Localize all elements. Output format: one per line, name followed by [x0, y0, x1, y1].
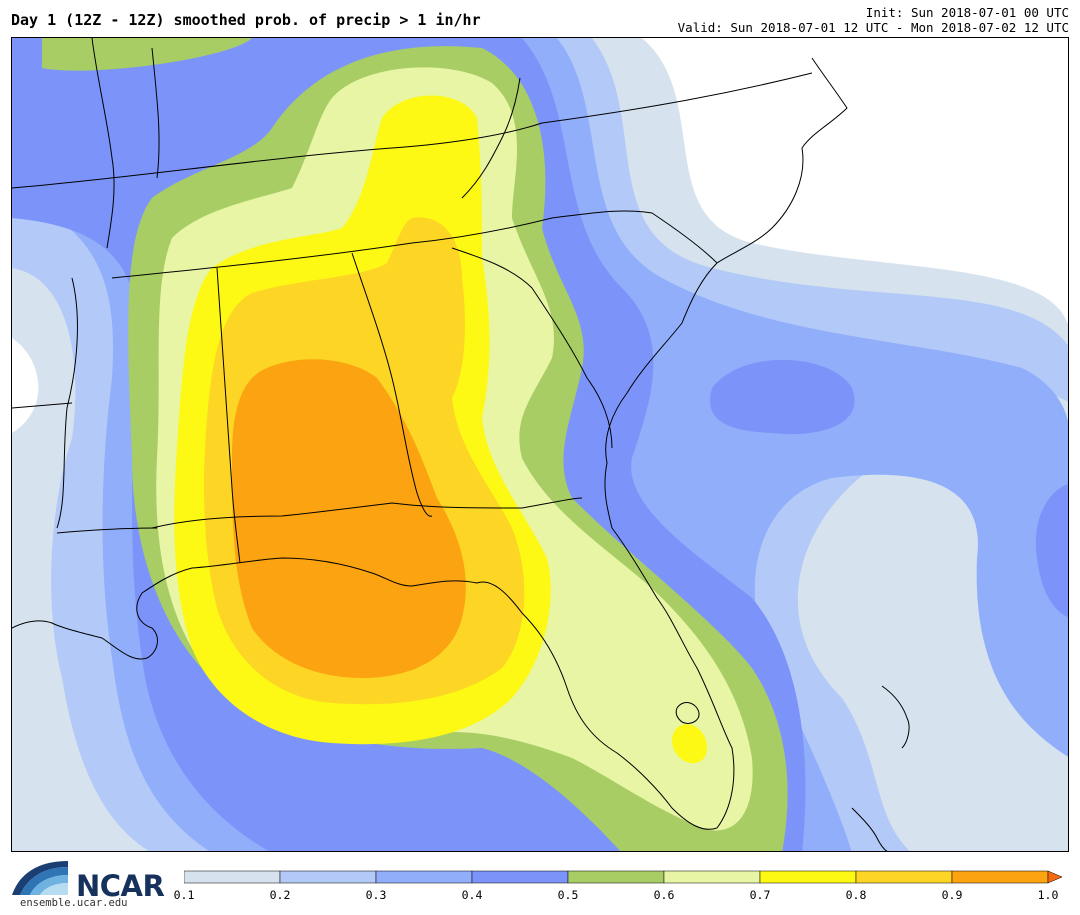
colorbar-segment [375, 870, 473, 884]
colorbar-segment [855, 870, 953, 884]
state-line-2 [111, 210, 718, 279]
colorbar-tick-label: 0.1 [173, 888, 195, 902]
colorbar [183, 869, 1064, 884]
colorbar-arrow [1047, 870, 1063, 884]
okeechobee-outline [675, 702, 700, 724]
state-line-11 [12, 402, 73, 409]
colorbar-segment [759, 870, 857, 884]
state-line-7 [461, 77, 521, 199]
ncar-logo-text: NCAR [76, 869, 165, 903]
ncar-swoosh-icon [12, 861, 68, 895]
probability-map [11, 37, 1069, 852]
colorbar-segment [279, 870, 377, 884]
valid-time: Valid: Sun 2018-07-01 12 UTC - Mon 2018-… [677, 20, 1069, 35]
colorbar-tick-label: 1.0 [1037, 888, 1059, 902]
run-info: Init: Sun 2018-07-01 00 UTC Valid: Sun 2… [678, 5, 1069, 35]
colorbar-tick-label: 0.2 [269, 888, 291, 902]
gulf-coastline [12, 557, 718, 830]
bahamas-outline [881, 685, 910, 749]
ncar-logo: NCAR ensemble.ucar.edu [10, 855, 165, 913]
colorbar-segment [663, 870, 761, 884]
boundary-lines [12, 38, 910, 851]
colorbar-tick-label: 0.4 [461, 888, 483, 902]
ncar-url: ensemble.ucar.edu [20, 897, 128, 909]
colorbar-segment [567, 870, 665, 884]
colorbar-tick-label: 0.5 [557, 888, 579, 902]
colorbar-segment [183, 870, 281, 884]
colorbar-tick-label: 0.3 [365, 888, 387, 902]
state-line-3 [151, 497, 583, 529]
colorbar-tick-label: 0.7 [749, 888, 771, 902]
init-time: Init: Sun 2018-07-01 00 UTC [865, 5, 1069, 20]
cuba-outline [851, 807, 888, 851]
colorbar-segment [951, 870, 1049, 884]
state-line-1 [12, 72, 813, 189]
colorbar-tick-labels: 0.1 0.2 0.3 0.4 0.5 0.6 0.7 0.8 0.9 1.0 [0, 888, 1080, 904]
state-line-8 [91, 38, 115, 249]
state-line-12 [56, 527, 158, 534]
east-coastline [604, 57, 848, 829]
colorbar-tick-label: 0.9 [941, 888, 963, 902]
state-line-6 [451, 247, 613, 449]
map-canvas [12, 38, 1068, 851]
colorbar-tick-label: 0.8 [845, 888, 867, 902]
colorbar-tick-label: 0.6 [653, 888, 675, 902]
state-line-5 [351, 252, 433, 517]
map-title: Day 1 (12Z - 12Z) smoothed prob. of prec… [11, 11, 481, 29]
state-line-9 [151, 47, 160, 179]
colorbar-segment [471, 870, 569, 884]
state-line-10 [56, 277, 78, 529]
colorbar-svg [183, 870, 1063, 884]
contour-0.9 [232, 359, 466, 678]
state-line-4 [216, 267, 241, 564]
